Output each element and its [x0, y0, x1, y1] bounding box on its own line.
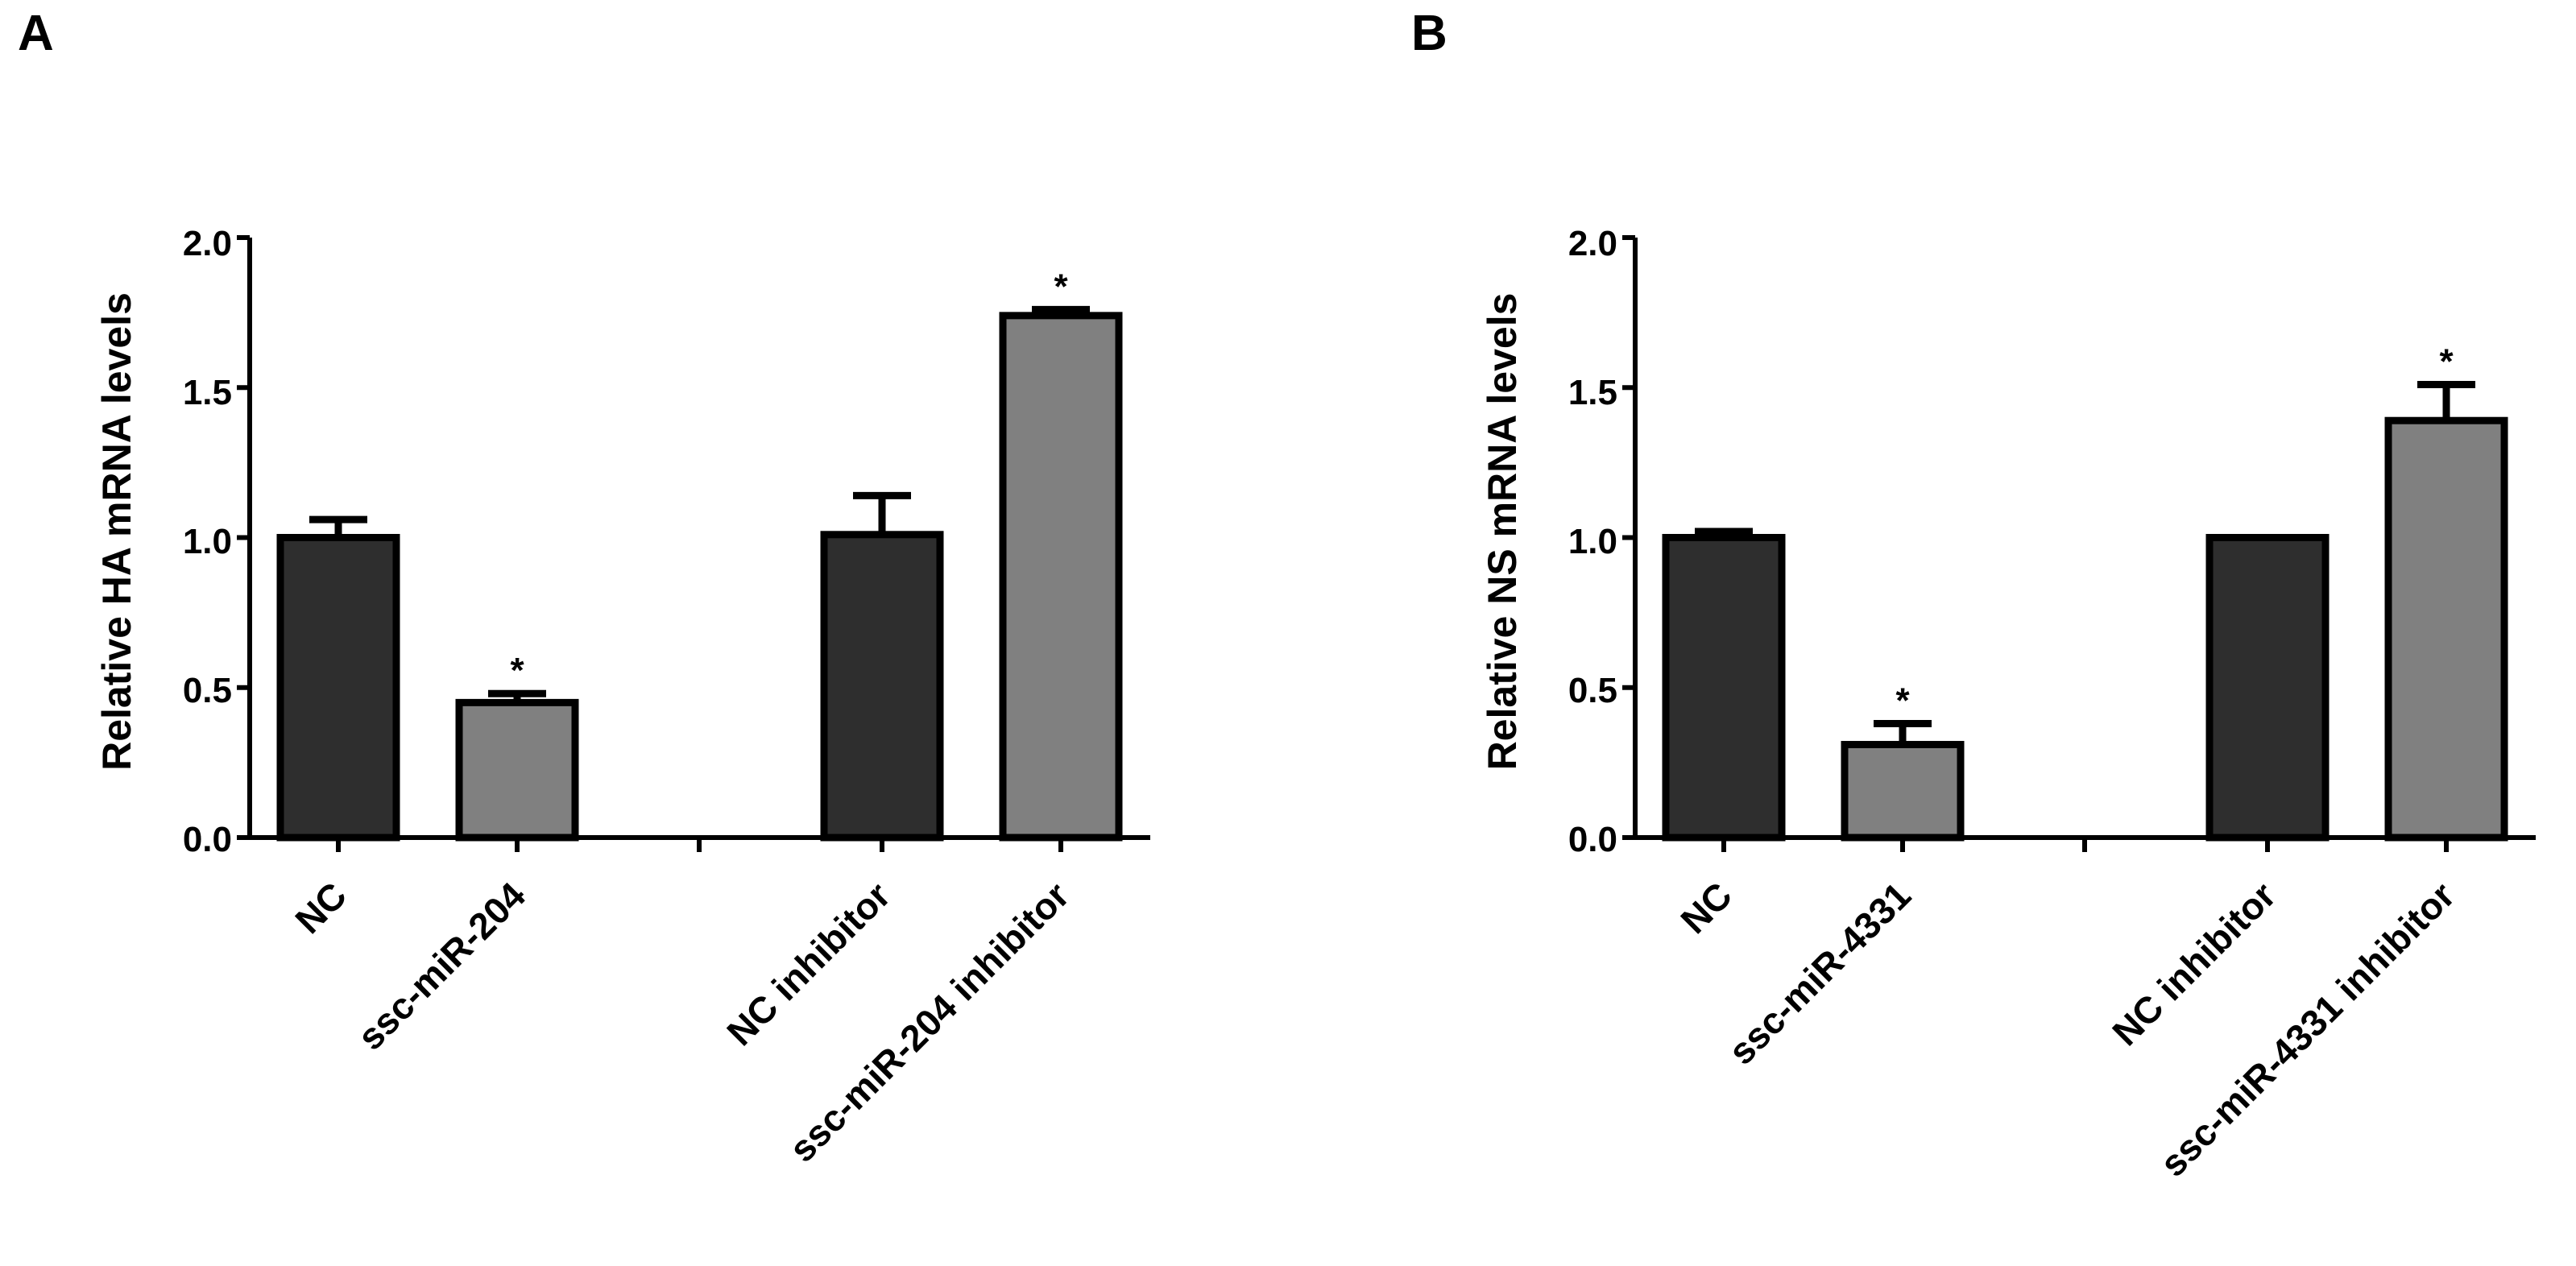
x-category-label: NC	[1672, 874, 1740, 941]
y-tick-label: 1.0	[1568, 522, 1617, 561]
bar	[455, 698, 579, 842]
chart-panel-b: B Relative NS mRNA levels 0.0 0.5 1.0 1.…	[1411, 6, 2536, 1185]
x-category-label: ssc-miR-4331 inhibitor	[2151, 874, 2462, 1185]
significance-marker: *	[1054, 267, 1068, 306]
y-tick-label: 1.0	[183, 522, 232, 561]
bar	[1662, 534, 1786, 842]
x-category-labels: NC ssc-miR-204 NC inhibitor ssc-miR-204 …	[287, 874, 1077, 1170]
panel-label: A	[18, 6, 54, 61]
bar	[2205, 534, 2330, 842]
y-tick-label: 0.5	[1568, 671, 1617, 710]
x-category-label: ssc-miR-204	[350, 874, 534, 1058]
y-tick-label: 0.0	[183, 820, 232, 859]
y-tick-label: 0.5	[183, 671, 232, 710]
x-category-label: ssc-miR-4331	[1721, 874, 1920, 1073]
bar	[999, 312, 1123, 842]
y-tick-label: 2.0	[1568, 224, 1617, 263]
y-tick-label: 1.5	[1568, 373, 1617, 412]
y-tick-label: 2.0	[183, 224, 232, 263]
y-tick-labels: 0.0 0.5 1.0 1.5 2.0	[1568, 224, 1617, 859]
bar	[276, 534, 400, 842]
y-tick-label: 0.0	[1568, 820, 1617, 859]
y-tick-label: 1.5	[183, 373, 232, 412]
y-axis-label: Relative NS mRNA levels	[1480, 293, 1525, 771]
bar	[1841, 741, 1965, 842]
chart-panel-a: A Relative HA mRNA levels 0.0 0.5 1.0 1.…	[18, 6, 1150, 1170]
x-category-label: NC inhibitor	[2104, 874, 2284, 1053]
bar	[820, 531, 944, 842]
bar	[2384, 416, 2508, 842]
significance-marker: *	[2439, 342, 2454, 382]
y-axis-label: Relative HA mRNA levels	[94, 292, 139, 771]
x-category-label: NC	[287, 874, 354, 941]
significance-marker: *	[510, 651, 524, 690]
x-category-label: NC inhibitor	[719, 874, 898, 1053]
panel-label: B	[1411, 6, 1447, 61]
significance-marker: *	[1895, 681, 1910, 720]
x-category-labels: NC ssc-miR-4331 NC inhibitor ssc-miR-433…	[1672, 874, 2462, 1185]
y-tick-labels: 0.0 0.5 1.0 1.5 2.0	[183, 224, 232, 859]
